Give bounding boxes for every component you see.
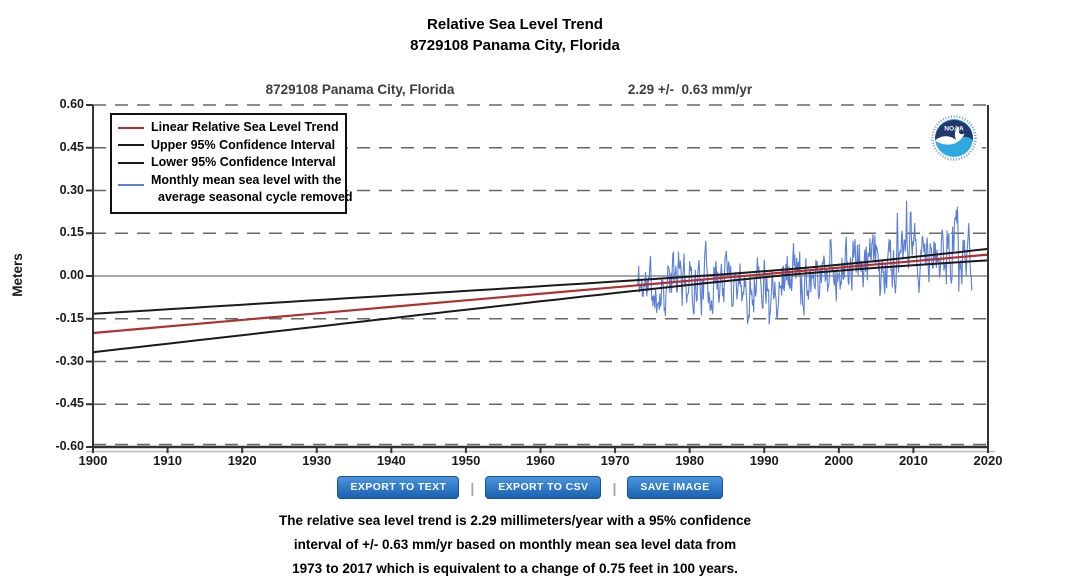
- x-tick-label: 1900: [78, 453, 108, 468]
- x-tick-label: 1970: [600, 453, 630, 468]
- export-to-csv-button[interactable]: EXPORT TO CSV: [485, 476, 602, 499]
- legend-item-trend: Linear Relative Sea Level Trend: [118, 119, 339, 137]
- y-tick-label: 0.30: [59, 182, 84, 197]
- legend-monthly-line2: average seasonal cycle removed: [158, 190, 353, 204]
- linear-trend-line: [92, 253, 989, 335]
- trend-description-line2: interval of +/- 0.63 mm/yr based on mont…: [293, 537, 737, 552]
- upper-ci-line-swatch: [118, 144, 144, 147]
- legend-item-label: Upper 95% Confidence Interval: [151, 137, 336, 152]
- x-tick-label: 2010: [898, 453, 928, 468]
- y-tick-label: -0.45: [55, 396, 85, 411]
- trend-description-line3: 1973 to 2017 which is equivalent to a ch…: [292, 561, 738, 576]
- export-toolbar: EXPORT TO TEXT | EXPORT TO CSV | SAVE IM…: [0, 476, 1060, 499]
- page-title-line2: 8729108 Panama City, Florida: [410, 37, 620, 54]
- legend-item-monthly: Monthly mean sea level with the average …: [118, 172, 353, 207]
- y-tick-label: -0.30: [55, 353, 85, 368]
- x-tick-label: 1980: [675, 453, 705, 468]
- lower-confidence-line: [92, 259, 989, 354]
- x-tick-label: 2000: [824, 453, 854, 468]
- x-tick-label: 1990: [749, 453, 779, 468]
- page-title-line1: Relative Sea Level Trend: [427, 16, 603, 33]
- y-tick-label: -0.60: [55, 439, 85, 453]
- chart-station-label: 8729108 Panama City, Florida: [265, 82, 455, 97]
- x-tick-label: 1910: [153, 453, 183, 468]
- chart-trend-value: 2.29 +/- 0.63 mm/yr: [627, 82, 753, 97]
- save-image-button[interactable]: SAVE IMAGE: [627, 476, 723, 499]
- legend-item-lower-ci: Lower 95% Confidence Interval: [118, 154, 339, 172]
- legend-item-label: Linear Relative Sea Level Trend: [151, 120, 339, 134]
- y-tick-label: -0.15: [55, 310, 85, 325]
- monthly-series-swatch: [118, 183, 144, 186]
- chart-plot-area: [86, 104, 995, 453]
- noaa-logo-text: NOAA: [944, 126, 964, 133]
- y-tick-label: 0.45: [59, 139, 84, 154]
- trend-description-line1: The relative sea level trend is 2.29 mil…: [279, 513, 751, 528]
- trend-line-swatch: [118, 126, 144, 129]
- chart-legend: Linear Relative Sea Level Trend Upper 95…: [110, 113, 353, 214]
- x-tick-label: 1920: [227, 453, 257, 468]
- button-divider: |: [612, 479, 617, 496]
- x-tick-label: 1940: [376, 453, 406, 468]
- y-tick-label: 0.60: [59, 97, 84, 111]
- legend-item-label: Lower 95% Confidence Interval: [151, 155, 336, 169]
- legend-item-label: Monthly mean sea level with the average …: [151, 172, 353, 207]
- noaa-logo: NOAA: [926, 110, 982, 166]
- x-tick-label: 1950: [451, 453, 481, 468]
- export-to-text-button[interactable]: EXPORT TO TEXT: [337, 476, 460, 499]
- trend-description-text: The relative sea level trend is 2.29 mil…: [0, 509, 1030, 579]
- legend-monthly-line1: Monthly mean sea level with the: [151, 172, 342, 187]
- y-tick-label: 0.00: [59, 268, 84, 282]
- legend-item-upper-ci: Upper 95% Confidence Interval: [118, 137, 339, 155]
- page-title: Relative Sea Level Trend 8729108 Panama …: [0, 14, 1030, 56]
- x-tick-label: 1930: [302, 453, 332, 468]
- upper-confidence-line: [92, 247, 989, 315]
- noaa-logo-icon: NOAA: [929, 113, 979, 163]
- monthly-sea-level-series: [636, 200, 973, 325]
- y-axis-label: Meters: [10, 253, 25, 297]
- x-tick-label: 1960: [526, 453, 555, 468]
- x-tick-label: 2020: [973, 453, 1003, 468]
- lower-ci-line-swatch: [118, 161, 144, 164]
- button-divider: |: [470, 479, 475, 496]
- y-tick-label: 0.15: [59, 225, 84, 240]
